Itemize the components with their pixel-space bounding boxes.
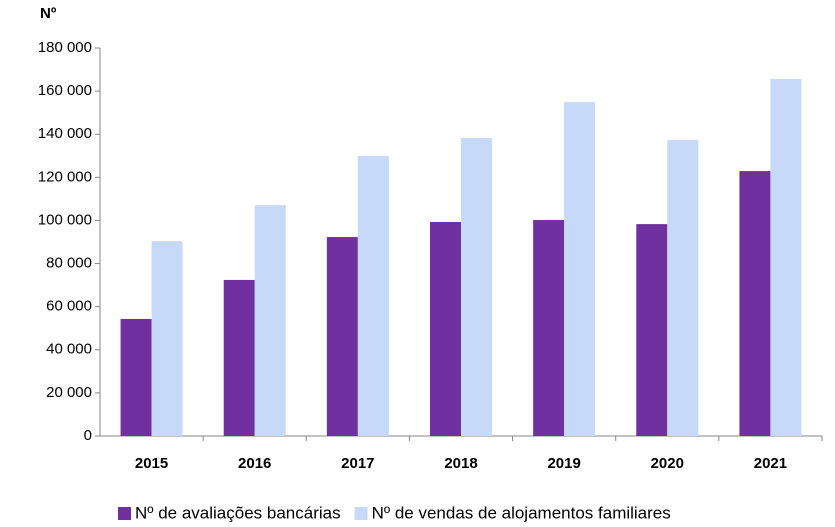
bar xyxy=(667,140,699,436)
y-tick-label: 140 000 xyxy=(38,125,92,142)
y-tick-label: 120 000 xyxy=(38,168,92,185)
bar xyxy=(120,318,152,436)
bar xyxy=(533,220,565,436)
legend-swatch xyxy=(354,507,368,520)
x-tick-label: 2017 xyxy=(341,455,374,472)
bar xyxy=(461,138,492,436)
legend-label: Nº de vendas de alojamentos familiares xyxy=(372,503,671,522)
y-axis-title: Nº xyxy=(40,5,57,22)
x-tick-label: 2018 xyxy=(444,455,477,472)
y-tick-label: 160 000 xyxy=(38,82,92,99)
y-tick-label: 180 000 xyxy=(38,39,92,56)
legend-label: Nº de avaliações bancárias xyxy=(135,503,341,522)
bar xyxy=(564,102,596,437)
x-tick-label: 2016 xyxy=(238,455,271,472)
bar xyxy=(254,205,286,436)
x-tick-label: 2015 xyxy=(135,455,168,472)
y-tick-label: 20 000 xyxy=(46,384,92,401)
y-tick-label: 0 xyxy=(84,427,92,444)
x-tick-label: 2021 xyxy=(754,455,787,472)
bar xyxy=(357,155,389,436)
y-tick-label: 40 000 xyxy=(46,341,92,358)
x-tick-label: 2020 xyxy=(651,455,684,472)
bar xyxy=(739,171,771,437)
y-tick-label: 100 000 xyxy=(38,211,92,228)
bar xyxy=(636,224,668,436)
y-tick-label: 80 000 xyxy=(46,255,92,272)
bar xyxy=(326,237,358,436)
y-tick-label: 60 000 xyxy=(46,298,92,315)
x-tick-label: 2019 xyxy=(547,455,580,472)
legend-swatch xyxy=(118,507,131,520)
bar xyxy=(770,79,802,436)
bar xyxy=(430,221,461,436)
bar xyxy=(223,279,255,436)
bar xyxy=(151,241,183,436)
